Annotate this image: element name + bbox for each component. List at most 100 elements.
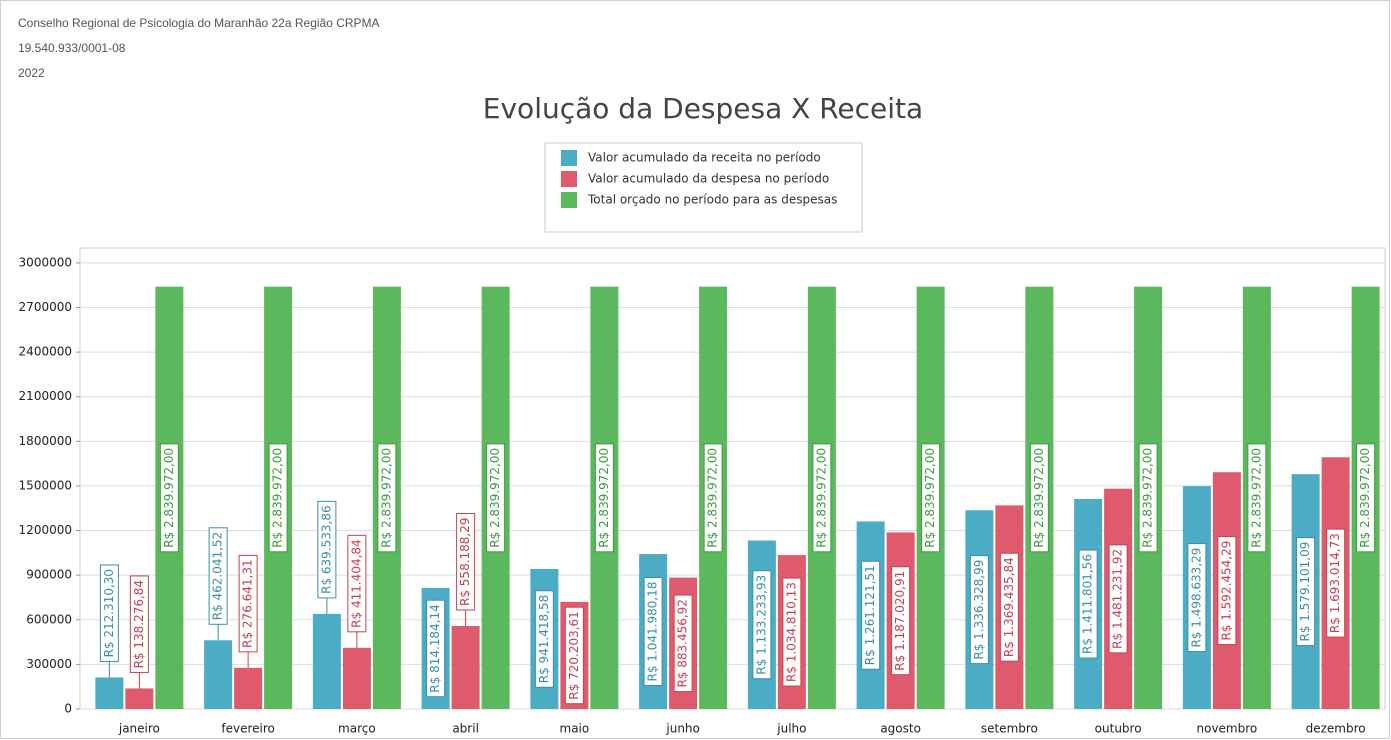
value-label-text: R$ 639.533,86 bbox=[319, 505, 333, 594]
value-label-text: R$ 1.693.014,73 bbox=[1328, 533, 1342, 633]
value-label: R$ 138.276,84 bbox=[129, 575, 149, 689]
x-tick-label: janeiro bbox=[118, 722, 160, 736]
value-label: R$ 2.839.972,00 bbox=[268, 443, 288, 553]
value-label-box bbox=[347, 534, 367, 633]
y-tick-label: 300000 bbox=[26, 657, 72, 671]
value-label: R$ 276.641,31 bbox=[238, 554, 258, 668]
value-label: R$ 2.839.972,00 bbox=[1247, 443, 1267, 553]
value-label-text: R$ 462.041,52 bbox=[211, 532, 225, 621]
value-label: R$ 1.187.020,91 bbox=[891, 566, 911, 676]
legend-swatch bbox=[561, 192, 577, 208]
value-label-text: R$ 1.592.454,29 bbox=[1219, 541, 1233, 641]
value-label: R$ 2.839.972,00 bbox=[921, 443, 941, 553]
organization: Conselho Regional de Psicologia do Maran… bbox=[18, 16, 380, 30]
value-label: R$ 1.693.014,73 bbox=[1326, 528, 1346, 638]
value-label: R$ 2.839.972,00 bbox=[812, 443, 832, 553]
x-tick-label: abril bbox=[452, 722, 479, 736]
value-label-text: R$ 941.418,58 bbox=[537, 595, 551, 684]
value-label-box bbox=[564, 606, 584, 705]
value-label-box bbox=[129, 575, 149, 673]
value-label: R$ 639.533,86 bbox=[317, 500, 337, 614]
value-label-box bbox=[159, 443, 179, 553]
value-label-box bbox=[594, 443, 614, 553]
value-label-box bbox=[812, 443, 832, 553]
x-tick-label: fevereiro bbox=[221, 722, 275, 736]
value-label-text: R$ 2.839.972,00 bbox=[1141, 448, 1155, 548]
value-label-box bbox=[208, 527, 228, 625]
value-label-text: R$ 276.641,31 bbox=[241, 559, 255, 648]
value-label: R$ 212.310,30 bbox=[99, 564, 119, 678]
value-label-box bbox=[643, 577, 663, 687]
value-label-text: R$ 814.184,14 bbox=[428, 604, 442, 693]
y-tick-label: 2100000 bbox=[19, 389, 72, 403]
value-label-text: R$ 1.034.810,13 bbox=[784, 582, 798, 682]
legend-swatch bbox=[561, 171, 577, 187]
value-label-box bbox=[1138, 443, 1158, 553]
value-label-box bbox=[1356, 443, 1376, 553]
value-label-box bbox=[1029, 443, 1049, 553]
value-label-text: R$ 2.839.972,00 bbox=[923, 448, 937, 548]
value-label: R$ 2.839.972,00 bbox=[377, 443, 397, 553]
value-label-text: R$ 2.839.972,00 bbox=[488, 448, 502, 548]
value-label-text: R$ 2.839.972,00 bbox=[597, 448, 611, 548]
value-label-box bbox=[456, 512, 476, 611]
value-label-box bbox=[1247, 443, 1267, 553]
value-label-box bbox=[377, 443, 397, 553]
value-label-box bbox=[317, 500, 337, 599]
value-label-box bbox=[534, 590, 554, 688]
value-label: R$ 2.839.972,00 bbox=[1029, 443, 1049, 553]
value-label: R$ 1.133.233,93 bbox=[752, 570, 772, 680]
value-label: R$ 1.579.101,09 bbox=[1296, 537, 1316, 647]
value-label-box bbox=[1187, 543, 1207, 653]
value-label-text: R$ 2.839.972,00 bbox=[271, 448, 285, 548]
value-label: R$ 1.481.231,92 bbox=[1108, 544, 1128, 654]
value-label-text: R$ 2.839.972,00 bbox=[1032, 448, 1046, 548]
y-tick-label: 3000000 bbox=[19, 255, 72, 269]
y-tick-label: 1200000 bbox=[19, 523, 72, 537]
value-label-box bbox=[999, 552, 1019, 662]
value-label-text: R$ 212.310,30 bbox=[102, 569, 116, 658]
x-tick-label: maio bbox=[560, 722, 590, 736]
legend bbox=[544, 142, 863, 233]
x-tick-label: março bbox=[338, 722, 376, 736]
value-label-box bbox=[486, 443, 506, 553]
year: 2022 bbox=[18, 66, 45, 80]
value-label-box bbox=[703, 443, 723, 553]
value-label-box bbox=[99, 564, 119, 662]
y-tick-label: 0 bbox=[64, 702, 72, 716]
value-label: R$ 1.369.435,84 bbox=[999, 552, 1019, 662]
y-tick-label: 2400000 bbox=[19, 345, 72, 359]
value-label: R$ 558.188,29 bbox=[456, 512, 476, 626]
value-label: R$ 1.034.810,13 bbox=[782, 577, 802, 687]
value-label-text: R$ 1.369.435,84 bbox=[1002, 557, 1016, 657]
y-tick-label: 900000 bbox=[26, 568, 72, 582]
value-label-box bbox=[1078, 549, 1098, 659]
value-label-box bbox=[921, 443, 941, 553]
chart-title: Evolução da Despesa X Receita bbox=[483, 92, 923, 125]
value-label-box bbox=[1108, 544, 1128, 654]
value-label-text: R$ 2.839.972,00 bbox=[162, 448, 176, 548]
value-label-box bbox=[782, 577, 802, 687]
value-label-text: R$ 2.839.972,00 bbox=[379, 448, 393, 548]
value-label-text: R$ 883.456,92 bbox=[676, 599, 690, 688]
bar bbox=[342, 647, 371, 709]
bar bbox=[95, 677, 124, 709]
value-label-box bbox=[861, 560, 881, 670]
bar bbox=[234, 667, 263, 709]
value-label: R$ 883.456,92 bbox=[673, 594, 693, 693]
legend-label: Total orçado no período para as despesas bbox=[587, 193, 837, 207]
legend-label: Valor acumulado da receita no período bbox=[588, 151, 821, 165]
value-label: R$ 2.839.972,00 bbox=[703, 443, 723, 553]
x-tick-label: novembro bbox=[1197, 722, 1258, 736]
value-label-text: R$ 720.203,61 bbox=[567, 611, 581, 700]
value-label-text: R$ 1.041.980,18 bbox=[646, 582, 660, 682]
value-label: R$ 1.261.121,51 bbox=[861, 560, 881, 670]
value-label-text: R$ 1.481.231,92 bbox=[1111, 549, 1125, 649]
value-label: R$ 1.041.980,18 bbox=[643, 577, 663, 687]
value-label-box bbox=[1296, 537, 1316, 647]
value-label: R$ 1.336.328,99 bbox=[969, 555, 989, 665]
value-label-text: R$ 2.839.972,00 bbox=[814, 448, 828, 548]
x-tick-label: dezembro bbox=[1306, 722, 1366, 736]
value-label-box bbox=[426, 599, 446, 698]
